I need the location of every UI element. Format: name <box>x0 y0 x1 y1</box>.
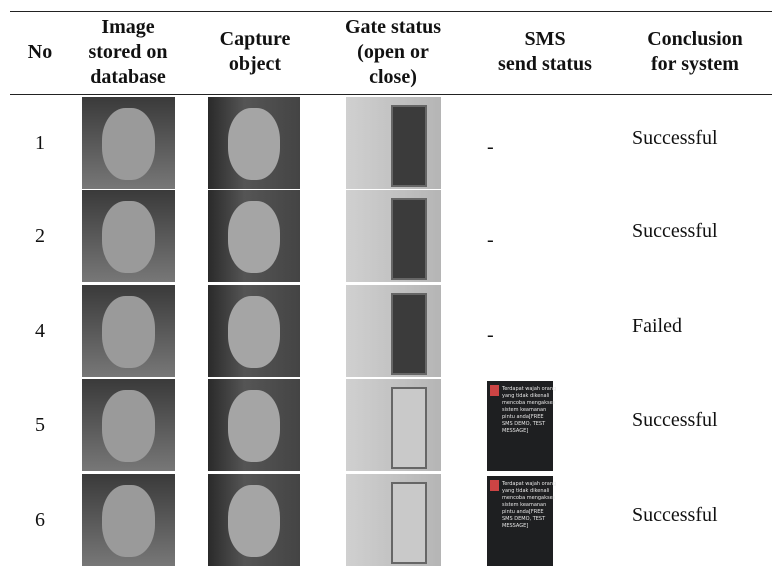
door <box>391 105 427 187</box>
sms-text: mencoba mengakses <box>502 495 556 501</box>
header-text: SMS <box>524 28 566 50</box>
conclusion: Successful <box>632 504 718 526</box>
face <box>228 296 280 368</box>
header-text: send status <box>498 53 592 75</box>
top-rule <box>10 11 772 12</box>
face <box>228 390 280 462</box>
header-text: (open or <box>357 40 429 63</box>
header-text: close) <box>369 65 417 88</box>
sms-status: - <box>487 136 494 158</box>
gate-image <box>346 285 441 377</box>
sms-text: Terdapat wajah orang <box>502 481 557 487</box>
conclusion: Successful <box>632 127 718 149</box>
face <box>228 485 280 557</box>
conclusion: Successful <box>632 409 718 431</box>
face <box>102 296 155 368</box>
header-text: No <box>27 40 53 63</box>
door <box>391 293 427 375</box>
stored-image <box>82 379 175 471</box>
stored-image <box>82 474 175 566</box>
header-text: Conclusion <box>647 28 743 50</box>
sms-text: MESSAGE] <box>502 523 529 529</box>
header-text: database <box>90 65 166 88</box>
sms-screenshot: Terdapat wajah orang yang tidak dikenali m… <box>487 381 557 471</box>
row-number: 6 <box>35 509 45 531</box>
sms-text: yang tidak dikenali <box>502 488 550 494</box>
face <box>102 201 155 273</box>
face <box>102 108 155 180</box>
row-number: 1 <box>35 132 45 154</box>
gate-image <box>346 97 441 189</box>
sms-icon <box>490 480 499 491</box>
sms-status: - <box>487 229 494 251</box>
sms-text: Terdapat wajah orang <box>502 386 557 392</box>
sms-text: pintu anda[FREE <box>502 414 544 420</box>
capture-image <box>208 379 300 471</box>
header-text: stored on <box>88 40 168 63</box>
sms-text: sistem keamanan <box>502 502 547 508</box>
face <box>228 201 280 273</box>
conclusion: Failed <box>632 315 682 337</box>
header-text: object <box>228 53 282 75</box>
sms-text: SMS DEMO, TEST <box>502 421 546 427</box>
header-text: Capture <box>219 28 291 50</box>
face <box>228 108 280 180</box>
row-number: 4 <box>35 320 45 342</box>
gate-image <box>346 190 441 282</box>
sms-icon <box>490 385 499 396</box>
gate-image <box>346 474 441 566</box>
conclusion: Successful <box>632 220 718 242</box>
sms-screenshot: Terdapat wajah orang yang tidak dikenali m… <box>487 476 557 566</box>
header-text: Image <box>101 15 155 38</box>
sms-text: pintu anda[FREE <box>502 509 544 515</box>
sms-text: MESSAGE] <box>502 428 529 434</box>
gate-image <box>346 379 441 471</box>
sms-text: sistem keamanan <box>502 407 547 413</box>
door <box>391 482 427 564</box>
stored-image <box>82 190 175 282</box>
sms-text: yang tidak dikenali <box>502 393 550 399</box>
sms-text: mencoba mengakses <box>502 400 556 406</box>
capture-image <box>208 97 300 189</box>
capture-image <box>208 474 300 566</box>
header-text: for system <box>651 53 739 75</box>
header-text: Gate status <box>344 15 442 38</box>
capture-image <box>208 285 300 377</box>
capture-image <box>208 190 300 282</box>
row-number: 2 <box>35 225 45 247</box>
door <box>391 198 427 280</box>
sms-status: - <box>487 324 494 346</box>
row-number: 5 <box>35 414 45 436</box>
sms-text: SMS DEMO, TEST <box>502 516 546 522</box>
stored-image <box>82 285 175 377</box>
stored-image <box>82 97 175 189</box>
door <box>391 387 427 469</box>
face <box>102 390 155 462</box>
header-rule <box>10 94 772 95</box>
face <box>102 485 155 557</box>
